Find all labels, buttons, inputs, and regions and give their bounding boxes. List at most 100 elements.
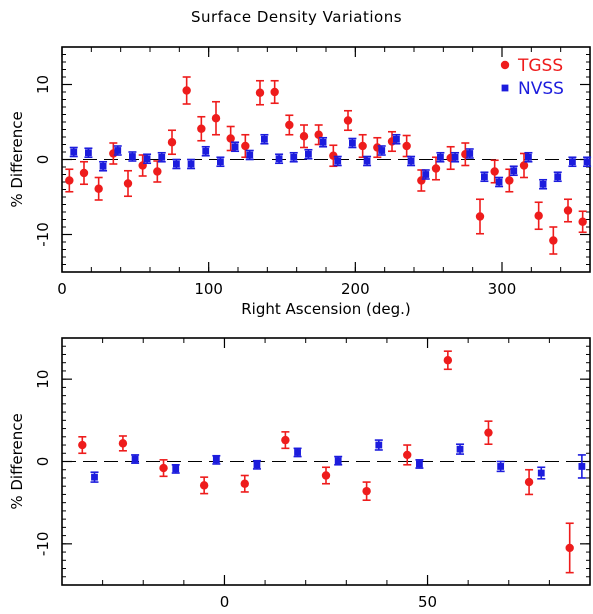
data-point-circle [118,439,128,448]
y-tick-label: 10 [34,75,52,94]
data-point-square [349,139,356,147]
data-point-circle [343,116,353,125]
y-axis-label: % Difference [8,413,26,509]
data-point-square [70,148,78,156]
data-point-square [537,469,545,477]
data-point-square [481,173,488,181]
legend: TGSS NVSS [500,56,564,99]
series-nvss [90,439,586,483]
data-point-circle [358,141,367,151]
series-tgss [78,350,574,574]
data-point-square [290,153,298,161]
data-point-square [305,150,312,158]
data-point-circle [565,543,574,553]
data-point-circle [79,168,89,178]
y-tick-label: -10 [34,222,52,247]
data-point-square [173,160,180,168]
data-point-square [510,167,518,175]
data-point-circle [519,161,529,170]
chart-panel-ra: 0 100 200 300 -10 0 10 Right Ascension (deg.) % … [8,46,592,318]
data-point-circle [403,450,412,460]
data-point-square [407,157,415,165]
data-point-circle [153,167,162,176]
data-point-circle [240,479,249,488]
data-point-circle [123,179,133,188]
data-point-square [91,473,98,481]
data-point-square [578,463,586,470]
data-point-circle [563,206,573,215]
data-point-circle [241,141,250,151]
data-point-square [378,147,386,154]
data-point-square [319,138,327,146]
data-point-circle [65,176,74,185]
data-point-square [363,157,371,165]
y-tick-label: 0 [34,155,52,165]
series-nvss [69,133,592,190]
data-point-circle [255,88,265,97]
legend-label: TGSS [517,56,563,76]
data-point-square [114,147,122,154]
data-point-square [217,158,224,166]
x-axis-label: Right Ascension (deg.) [241,300,411,318]
data-point-circle [78,440,87,450]
data-point-square [129,153,136,160]
data-point-square [275,155,283,163]
data-point-circle [226,134,235,143]
data-point-square [393,135,400,143]
legend-marker-circle [500,60,510,70]
y-tick-label: 0 [34,457,52,467]
data-point-circle [199,481,209,490]
data-point-circle [281,435,290,445]
data-point-square [451,153,459,161]
data-point-circle [443,356,453,365]
data-point-square [187,160,195,168]
data-point-circle [490,167,499,176]
data-point-circle [475,212,485,221]
series-tgss [65,76,587,255]
x-tick-label: 200 [341,280,370,298]
data-point-circle [362,486,371,496]
data-point-circle [534,211,543,220]
data-point-circle [505,176,514,185]
data-point-square [497,463,505,470]
x-tick-label: 0 [220,593,230,611]
data-point-circle [321,471,331,480]
legend-label: NVSS [518,79,564,99]
y-axis-label: % Difference [8,111,26,207]
data-point-circle [159,463,168,473]
data-point-circle [431,164,441,173]
figure-title: Surface Density Variations [190,8,403,26]
data-point-square [456,445,464,453]
data-point-circle [167,138,177,147]
data-point-square [143,155,151,163]
chart-panel-dec: 050-10010Declination (deg.)% Difference [8,337,591,614]
data-point-square [466,150,474,157]
data-point-square [246,151,254,159]
data-point-square [253,461,261,469]
x-tick-label: 0 [57,280,67,298]
data-point-circle [484,428,493,437]
data-point-circle [578,217,587,226]
y-tick-label: 10 [34,370,52,389]
data-point-square [416,460,423,468]
data-point-circle [549,236,558,245]
data-point-circle [314,130,323,139]
data-point-square [539,180,547,188]
data-point-circle [94,184,103,193]
data-point-square [334,457,342,465]
data-point-square [172,465,180,473]
data-point-circle [402,141,411,151]
data-point-square [495,178,503,186]
data-point-square [202,147,210,155]
x-tick-label: 100 [194,280,223,298]
data-point-square [334,157,342,165]
data-point-square [212,456,220,464]
data-point-circle [524,477,534,487]
data-point-square [569,158,576,166]
data-point-square [99,162,107,170]
legend-marker-square [501,84,509,92]
data-point-square [231,143,239,151]
data-point-circle [285,120,294,130]
data-point-circle [211,114,221,123]
data-point-square [131,455,139,463]
